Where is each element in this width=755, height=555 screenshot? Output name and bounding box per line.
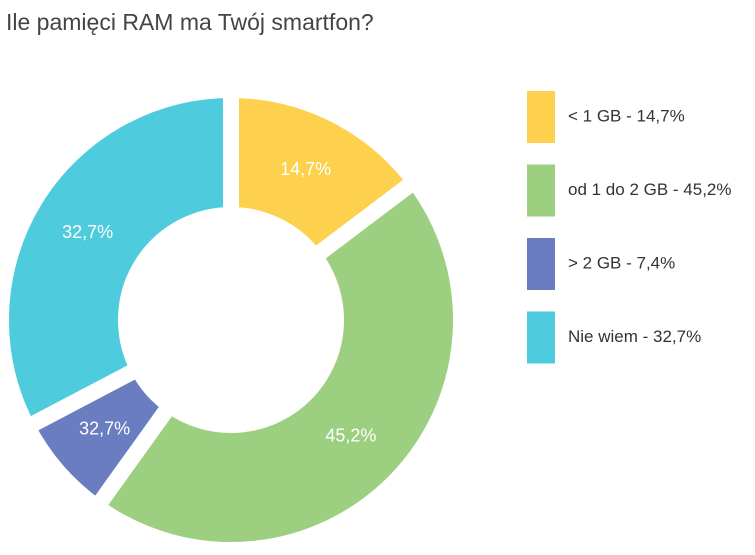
legend-text: > 2 GB - 7,4% (568, 253, 675, 272)
slice (0, 81, 239, 438)
chart-title: Ile pamięci RAM ma Twój smartfon? (6, 9, 374, 35)
slice-label: 32,7% (62, 222, 113, 242)
legend-text: od 1 do 2 GB - 45,2% (568, 180, 732, 199)
legend-swatch (527, 311, 555, 364)
legend-text: < 1 GB - 14,7% (568, 106, 685, 125)
legend-text: Nie wiem - 32,7% (568, 327, 701, 346)
legend-swatch (527, 238, 555, 290)
slice-label: 14,7% (280, 159, 331, 179)
slice (85, 170, 469, 555)
legend-swatch (527, 91, 555, 143)
legend-swatch (527, 164, 555, 217)
slice-label: 45,2% (325, 426, 376, 446)
slice-label: 32,7% (79, 419, 130, 439)
